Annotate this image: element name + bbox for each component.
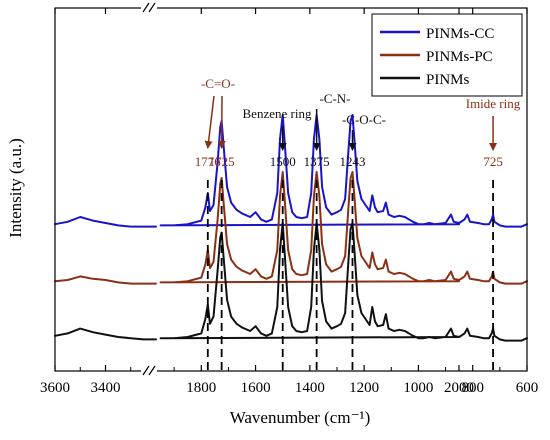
annotation-c-o: -C=O- (201, 76, 235, 149)
legend-label-pinms-pc: PINMs-PC (426, 49, 493, 65)
series-line-pinms-cc-left (54, 216, 157, 228)
annotation-c-n: -C-N- (312, 91, 351, 151)
annotation-label-c-o: -C=O- (201, 76, 235, 91)
annotation-benzene-ring: Benzene ring (243, 106, 312, 151)
x-tick-label-1400: 1400 (295, 380, 325, 396)
axis-break (141, 2, 157, 377)
x-tick-label-800: 800 (461, 380, 484, 396)
annotation-label-imide-ring: Imide ring (466, 96, 521, 111)
peak-label-725: 725 (483, 154, 503, 169)
series-layer (54, 114, 528, 342)
annotation-label-c-o-c: -C-O-C- (342, 112, 386, 127)
peak-label-1776: 1776 (195, 154, 222, 169)
annotation-layer: -C=O- Benzene ring -C-N- -C-O-C- Imide ring (201, 76, 521, 151)
series-line-pinms-pc-left (54, 275, 157, 285)
x-tick-label-1800: 1800 (186, 380, 216, 396)
peak-label-1500: 1500 (270, 154, 296, 169)
tick-layer: 3600 3400 2000 1800 1600 1400 1200 1000 800 600 (40, 8, 538, 396)
annotation-arrow-c-o-1776 (204, 95, 215, 149)
x-tick-label-1200: 1200 (349, 380, 379, 396)
x-tick-label-3400: 3400 (91, 380, 121, 396)
series-line-pinms-cc-right (159, 114, 528, 228)
x-tick-label-600: 600 (516, 380, 539, 396)
plot-frame (54, 7, 528, 372)
x-tick-label-2000: 2000 (444, 380, 474, 396)
series-pinms-pc (54, 171, 528, 285)
series-pinms (54, 222, 528, 342)
peak-label-1243: 1243 (339, 154, 365, 169)
legend-label-pinms: PINMs (426, 72, 470, 88)
series-line-pinms-right (159, 222, 528, 342)
series-line-pinms-left (54, 327, 157, 341)
series-line-pinms-pc-right (159, 171, 528, 285)
legend: PINMs-CC PINMs-PC PINMs (371, 13, 523, 97)
annotation-label-benzene-ring: Benzene ring (243, 106, 312, 121)
peak-label-1375: 1375 (304, 154, 330, 169)
annotation-c-o-c: -C-O-C- (342, 112, 386, 151)
legend-label-pinms-cc: PINMs-CC (426, 26, 494, 42)
x-tick-label-1600: 1600 (241, 380, 271, 396)
peak-label-1725: 1725 (209, 154, 235, 169)
x-axis-label: Wavenumber (cm⁻¹) (230, 408, 371, 427)
x-tick-label-3600: 3600 (40, 380, 70, 396)
y-axis-label: Intensity (a.u.) (6, 138, 25, 238)
annotation-label-c-n: -C-N- (319, 91, 350, 106)
series-pinms-cc (54, 114, 528, 228)
annotation-imide-ring: Imide ring (466, 96, 521, 151)
x-tick-label-1000: 1000 (403, 380, 433, 396)
